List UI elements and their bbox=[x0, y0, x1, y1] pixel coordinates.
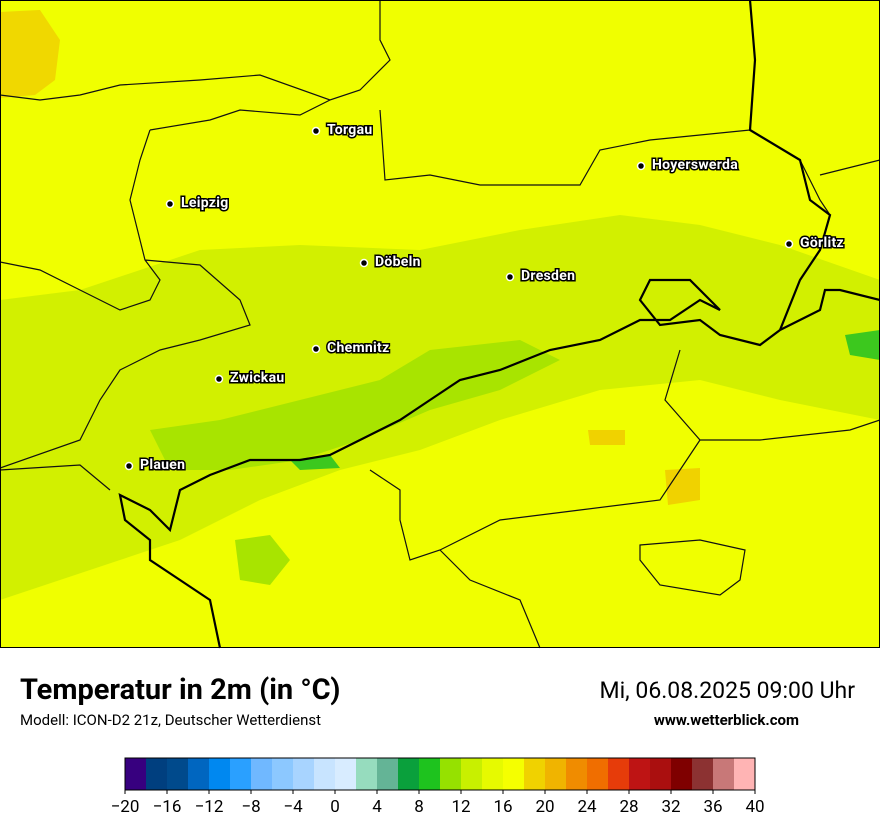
colorbar-segment bbox=[377, 758, 398, 790]
colorbar-segment bbox=[713, 758, 734, 790]
colorbar-segment bbox=[125, 758, 146, 790]
colorbar-segment bbox=[524, 758, 545, 790]
warm-area bbox=[0, 10, 60, 98]
city-marker bbox=[311, 344, 321, 354]
city-label: Leipzig bbox=[181, 195, 229, 211]
city-label: Torgau bbox=[327, 122, 373, 138]
colorbar-tick-label: −16 bbox=[153, 797, 182, 817]
warm-area bbox=[665, 468, 700, 505]
colorbar-tick-label: 40 bbox=[745, 797, 764, 817]
colorbar-tick-label: 4 bbox=[372, 797, 382, 817]
border bbox=[0, 349, 880, 649]
cool-area bbox=[235, 535, 290, 585]
website: www.wetterblick.com bbox=[654, 711, 799, 729]
colorbar-segment bbox=[440, 758, 461, 790]
colorbar-segment bbox=[734, 758, 755, 790]
colorbar-tick-label: 8 bbox=[414, 797, 424, 817]
colorbar-segment bbox=[629, 758, 650, 790]
colorbar-segment bbox=[587, 758, 608, 790]
city-label: Dresden bbox=[521, 268, 575, 284]
colorbar-segment bbox=[335, 758, 356, 790]
city-marker bbox=[784, 239, 794, 249]
date: Mi, 06.08.2025 09:00 Uhr bbox=[599, 677, 855, 704]
colorbar-segment bbox=[650, 758, 671, 790]
colorbar-segment bbox=[482, 758, 503, 790]
city-marker bbox=[311, 126, 321, 136]
warm-area bbox=[588, 430, 625, 445]
cold-spot bbox=[845, 330, 880, 360]
city-marker bbox=[165, 199, 175, 209]
colorbar-segment bbox=[356, 758, 377, 790]
colorbar-segment bbox=[398, 758, 419, 790]
cities: Torgau Hoyerswerda Leipzig Görlitz Döbel… bbox=[124, 121, 845, 475]
colorbar-tick-label: 32 bbox=[661, 797, 680, 817]
city-label: Chemnitz bbox=[327, 340, 390, 356]
city-label: Döbeln bbox=[375, 254, 421, 270]
city-label: Plauen bbox=[140, 457, 185, 473]
country-border bbox=[118, 0, 880, 649]
colorbar-tick-label: −12 bbox=[195, 797, 224, 817]
colorbar-frame bbox=[124, 757, 756, 791]
city-label: Hoyerswerda bbox=[652, 157, 738, 173]
colorbar-segment bbox=[545, 758, 566, 790]
colorbar-segment bbox=[251, 758, 272, 790]
colorbar-segment bbox=[209, 758, 230, 790]
colorbar-segment bbox=[167, 758, 188, 790]
colorbar-tick-label: 20 bbox=[535, 797, 554, 817]
colorbar-segment bbox=[419, 758, 440, 790]
title: Temperatur in 2m (in °C) bbox=[20, 673, 340, 707]
colorbar-segment bbox=[272, 758, 293, 790]
colorbar-tick-label: 12 bbox=[451, 797, 470, 817]
colorbar-segment bbox=[188, 758, 209, 790]
colorbar-segment bbox=[314, 758, 335, 790]
map: Torgau Hoyerswerda Leipzig Görlitz Döbel… bbox=[0, 0, 880, 649]
colorbar-segment bbox=[293, 758, 314, 790]
colorbar-tick-label: −4 bbox=[283, 797, 303, 817]
city-marker bbox=[636, 161, 646, 171]
city-marker bbox=[359, 258, 369, 268]
subtitle: Modell: ICON-D2 21z, Deutscher Wetterdie… bbox=[20, 711, 321, 729]
colorbar-tick-label: 36 bbox=[703, 797, 722, 817]
colorbar-segment bbox=[230, 758, 251, 790]
mild-area bbox=[0, 215, 880, 600]
colorbar-segment bbox=[692, 758, 713, 790]
colorbar: −20 −16 −12 −8 −4 0 4 8 12 16 20 24 28 32 36 40 bbox=[111, 757, 765, 817]
colorbar-segment bbox=[671, 758, 692, 790]
city-marker bbox=[214, 374, 224, 384]
city-label: Zwickau bbox=[230, 370, 285, 386]
colorbar-tick-label: −20 bbox=[111, 797, 140, 817]
city-label: Görlitz bbox=[800, 235, 844, 251]
colorbar-tick-label: 16 bbox=[493, 797, 512, 817]
border bbox=[0, 0, 880, 469]
colorbar-tick-label: 28 bbox=[619, 797, 638, 817]
colorbar-segment bbox=[503, 758, 524, 790]
colorbar-tick-label: 24 bbox=[577, 797, 597, 817]
colorbar-tick-label: 0 bbox=[330, 797, 340, 817]
colorbar-segment bbox=[461, 758, 482, 790]
cool-area bbox=[150, 340, 560, 470]
city-marker bbox=[124, 461, 134, 471]
city-marker bbox=[505, 272, 515, 282]
colorbar-segment bbox=[608, 758, 629, 790]
colorbar-tick-label: −8 bbox=[241, 797, 260, 817]
colorbar-segment bbox=[566, 758, 587, 790]
colorbar-segment bbox=[146, 758, 167, 790]
